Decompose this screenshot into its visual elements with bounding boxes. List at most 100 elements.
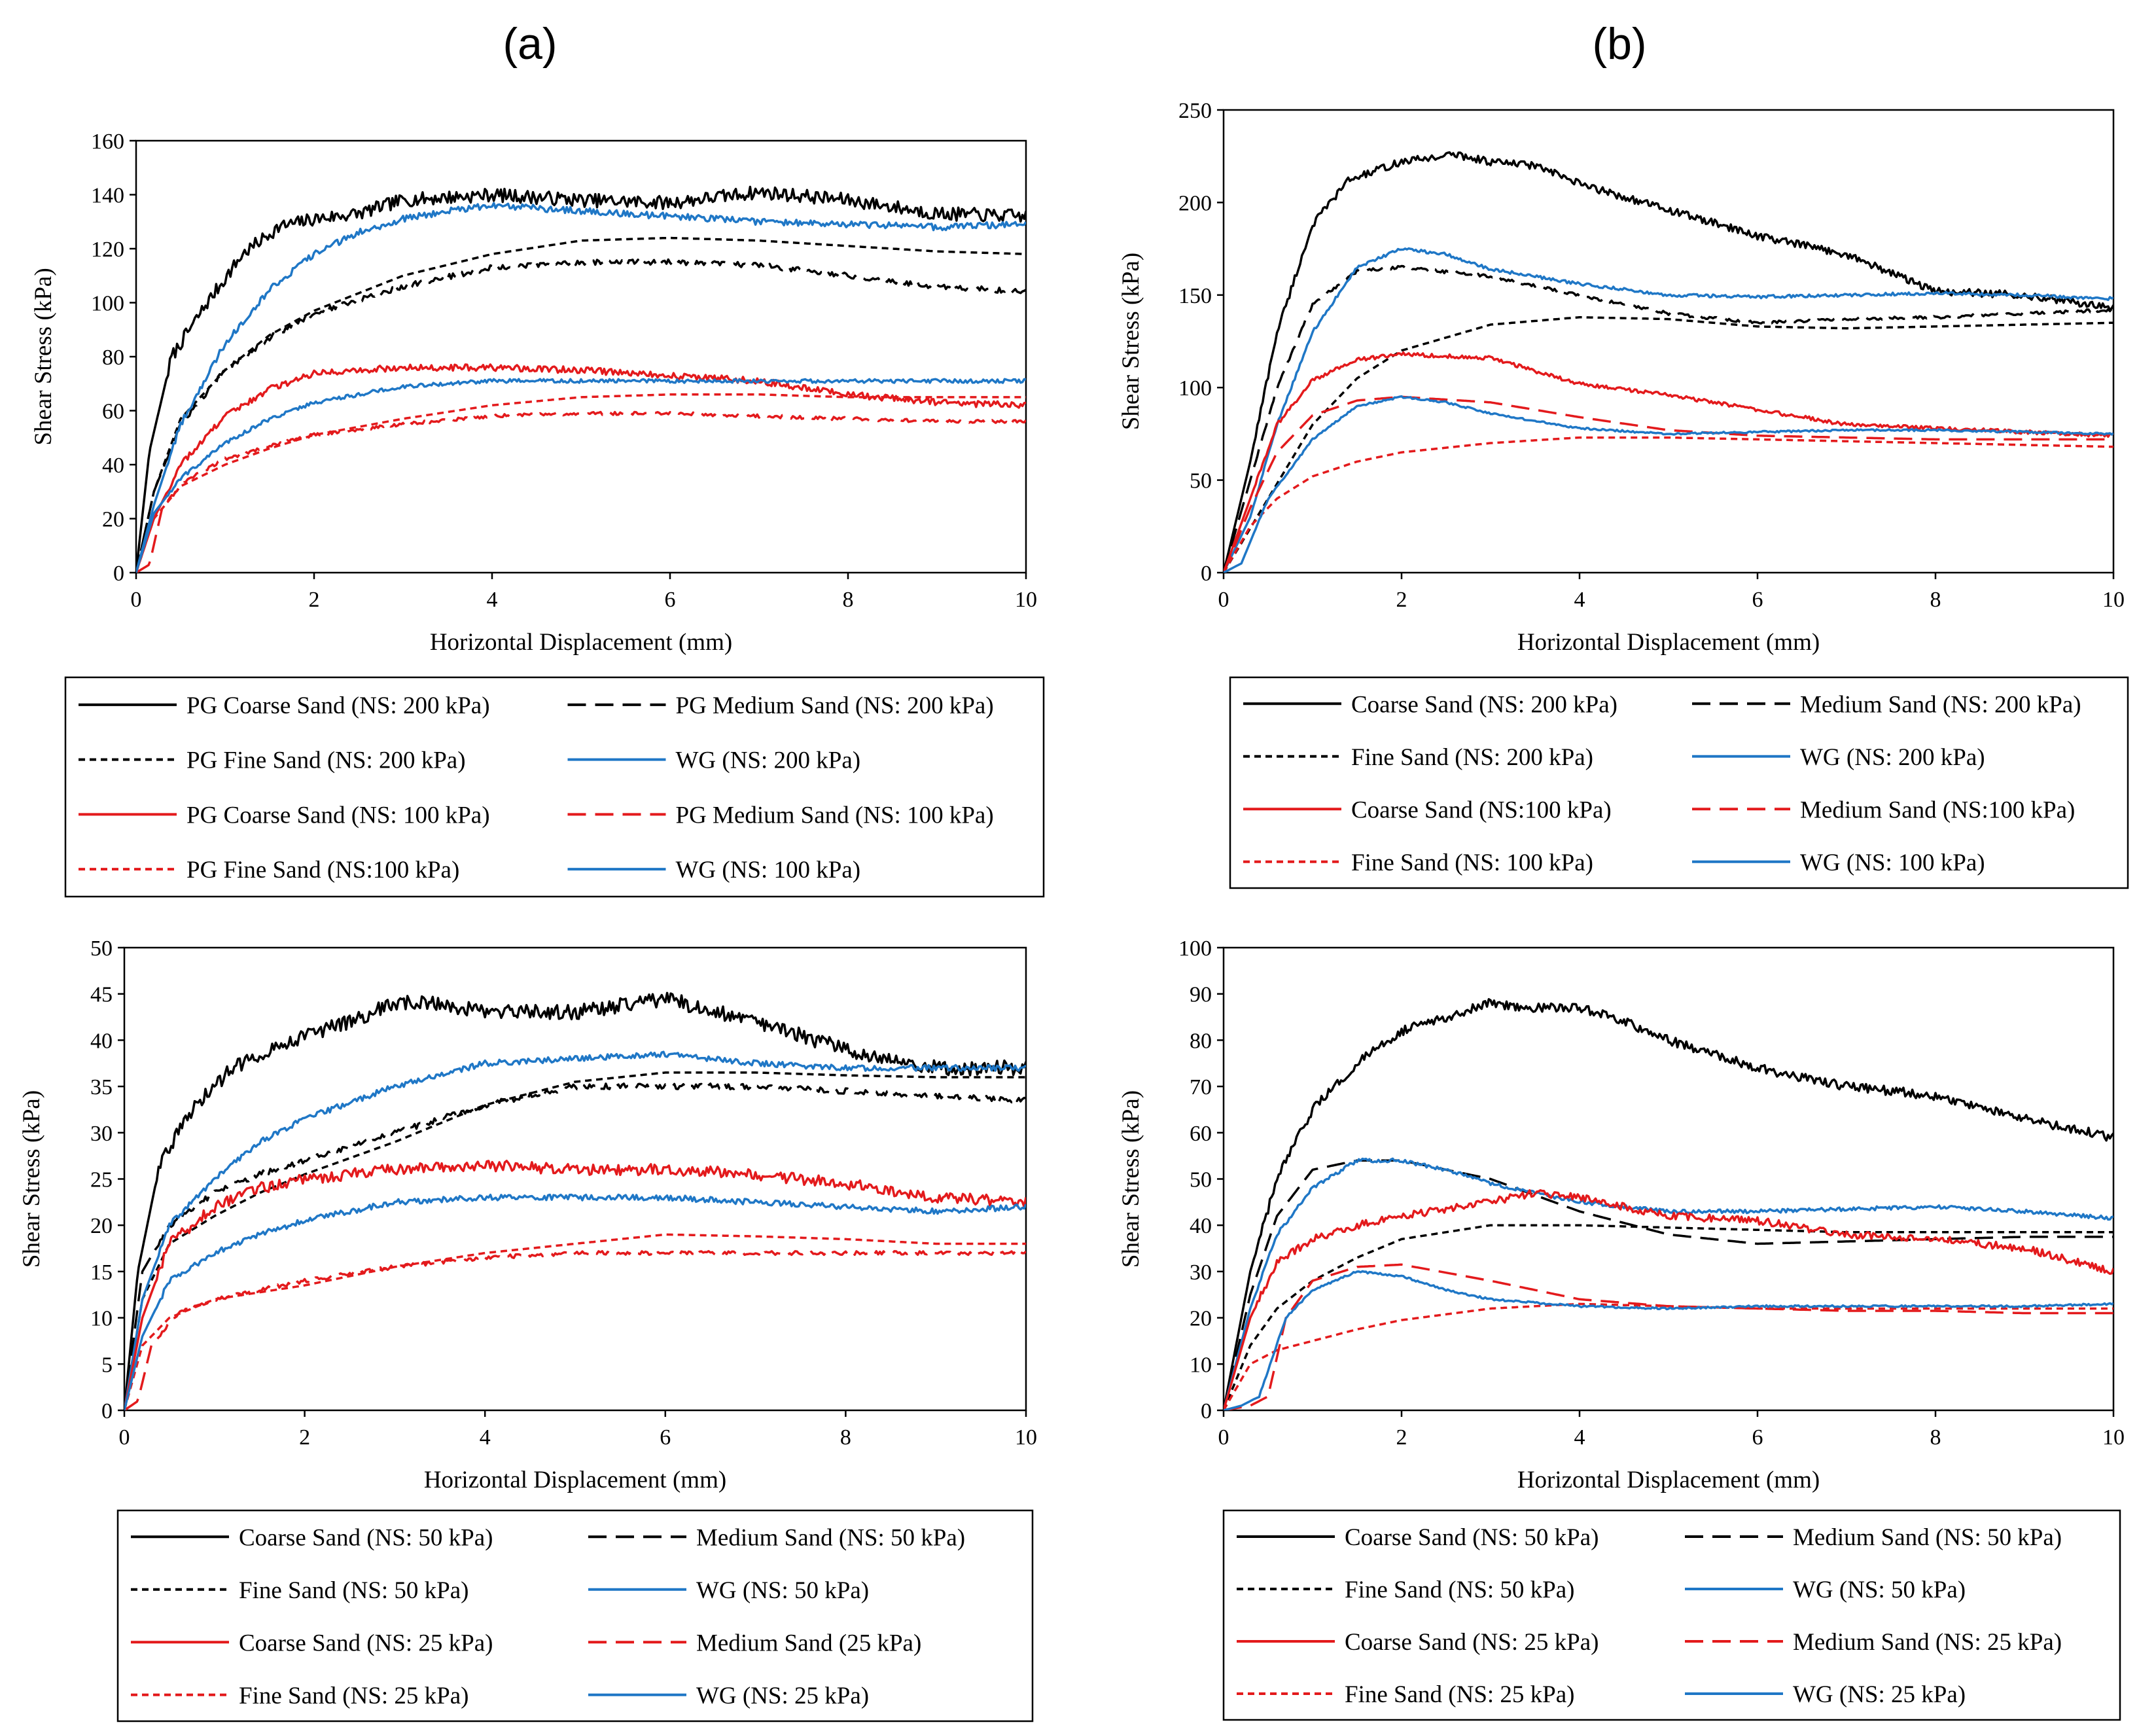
y-tick-label: 40 (90, 1029, 113, 1053)
x-tick-label: 2 (309, 588, 320, 612)
series-line-4 (124, 1050, 1026, 1410)
x-tick-label: 0 (119, 1425, 130, 1450)
legend-entry: PG Fine Sand (NS:100 kPa) (186, 857, 459, 883)
y-tick-label: 150 (1178, 284, 1212, 308)
y-axis-title: Shear Stress (kPa) (1118, 253, 1144, 430)
y-tick-label: 50 (1190, 1168, 1212, 1192)
series-line-1 (124, 991, 1026, 1410)
series-line-1 (1224, 151, 2113, 573)
y-tick-label: 80 (102, 346, 124, 370)
x-axis-title: Horizontal Displacement (mm) (1517, 1467, 1820, 1493)
y-tick-label: 200 (1178, 191, 1212, 215)
x-tick-label: 2 (299, 1425, 310, 1450)
x-tick-label: 8 (1930, 1425, 1941, 1450)
plot-frame (1222, 946, 2115, 1412)
legend-entry: PG Medium Sand (NS: 100 kPa) (676, 802, 994, 829)
series-line-2 (1224, 264, 2113, 573)
series-line-3 (1224, 315, 2113, 573)
legend-entry: Coarse Sand (NS: 200 kPa) (1351, 691, 1617, 718)
x-tick-label: 6 (665, 588, 676, 612)
legend-entry: Coarse Sand (NS: 25 kPa) (239, 1630, 493, 1656)
series-line-2 (124, 1082, 1026, 1410)
series-line-3 (124, 1071, 1026, 1410)
y-axis-title: Shear Stress (kPa) (30, 268, 57, 445)
x-axis-title: Horizontal Displacement (mm) (430, 629, 732, 656)
x-tick-label: 4 (1574, 588, 1585, 612)
series-line-4 (1224, 1157, 2113, 1410)
series-line-4 (136, 202, 1026, 573)
y-tick-label: 100 (91, 292, 124, 316)
series-line-8 (1224, 395, 2113, 573)
column-label-b: (b) (1592, 19, 1646, 69)
y-tick-label: 50 (90, 937, 113, 961)
chart-b-bottom: 0 10 20 30 40 50 60 70 80 90 100 0 2 4 6 8 10 Horizontal … (1118, 937, 2125, 1493)
x-tick-label: 10 (1015, 1425, 1037, 1450)
legend-entry: Coarse Sand (NS: 25 kPa) (1345, 1629, 1599, 1656)
chart-a-bottom: 0 5 10 15 20 25 30 35 40 45 50 0 2 4 6 8 10 Horizontal Di… (18, 937, 1037, 1493)
series-line-6 (1224, 1263, 2113, 1410)
x-axis-title: Horizontal Displacement (mm) (424, 1467, 726, 1493)
y-tick-label: 80 (1190, 1029, 1212, 1053)
y-tick-label: 10 (90, 1307, 113, 1331)
y-tick-label: 40 (102, 454, 124, 478)
legend-entry: Coarse Sand (NS: 50 kPa) (1345, 1524, 1599, 1551)
y-tick-label: 100 (1178, 937, 1212, 961)
x-tick-label: 0 (1218, 1425, 1229, 1450)
x-tick-label: 2 (1396, 1425, 1407, 1450)
y-tick-label: 35 (90, 1075, 113, 1099)
legend-b-bottom: Coarse Sand (NS: 50 kPa) Medium Sand (NS:… (1222, 1509, 2121, 1721)
x-tick-label: 4 (480, 1425, 491, 1450)
x-tick-label: 6 (660, 1425, 671, 1450)
series-line-7 (1224, 1302, 2113, 1410)
y-tick-label: 50 (1190, 469, 1212, 493)
y-tick-label: 100 (1178, 376, 1212, 401)
chart-b-top: 0 50 100 150 200 250 0 2 4 6 8 10 Horizontal Displac… (1118, 99, 2125, 656)
y-tick-label: 45 (90, 983, 113, 1007)
series-line-6 (124, 1250, 1026, 1410)
legend-entry: Coarse Sand (NS:100 kPa) (1351, 796, 1612, 823)
series-line-5 (1224, 351, 2113, 573)
x-tick-label: 4 (487, 588, 498, 612)
series-line-7 (1224, 436, 2113, 573)
series-line-3 (1224, 1224, 2113, 1410)
x-tick-label: 8 (1930, 588, 1941, 612)
legend-box (64, 676, 1045, 898)
y-tick-label: 10 (1190, 1353, 1212, 1377)
y-tick-label: 15 (90, 1260, 113, 1285)
legend-entry: Fine Sand (NS: 25 kPa) (239, 1683, 469, 1709)
legend-entry: Medium Sand (NS:100 kPa) (1800, 796, 2075, 823)
x-tick-label: 8 (840, 1425, 851, 1450)
x-tick-label: 6 (1752, 588, 1763, 612)
y-tick-label: 20 (90, 1214, 113, 1238)
series-line-1 (1224, 998, 2113, 1410)
y-tick-label: 120 (91, 238, 124, 262)
y-tick-label: 0 (1201, 562, 1212, 586)
plot-frame (123, 946, 1027, 1412)
y-tick-label: 70 (1190, 1075, 1212, 1099)
series-line-2 (1224, 1159, 2113, 1410)
legend-entry: WG (NS: 100 kPa) (676, 857, 861, 883)
y-axis-title: Shear Stress (kPa) (18, 1090, 45, 1268)
chart-a-top: 0 20 40 60 80 100 120 140 160 0 2 4 6 8 10 Horizontal D… (30, 130, 1037, 656)
legend-entry: PG Coarse Sand (NS: 100 kPa) (186, 802, 490, 829)
legend-entry: PG Coarse Sand (NS: 200 kPa) (186, 692, 490, 719)
y-tick-label: 25 (90, 1168, 113, 1192)
y-tick-label: 5 (101, 1353, 113, 1377)
series-line-8 (1224, 1270, 2113, 1410)
plot-frame (135, 139, 1027, 574)
y-tick-label: 60 (102, 400, 124, 424)
legend-entry: WG (NS: 50 kPa) (1793, 1577, 1966, 1603)
y-tick-label: 140 (91, 184, 124, 208)
series-line-5 (124, 1160, 1026, 1410)
x-tick-label: 0 (1218, 588, 1229, 612)
legend-entry: Fine Sand (NS: 25 kPa) (1345, 1681, 1575, 1708)
x-tick-label: 0 (131, 588, 142, 612)
series-line-5 (1224, 1189, 2113, 1410)
series-line-6 (136, 410, 1026, 573)
legend-entry: WG (NS: 25 kPa) (1793, 1681, 1966, 1708)
y-tick-label: 60 (1190, 1122, 1212, 1146)
y-tick-label: 90 (1190, 983, 1212, 1007)
legend-entry: Fine Sand (NS: 50 kPa) (1345, 1577, 1575, 1603)
